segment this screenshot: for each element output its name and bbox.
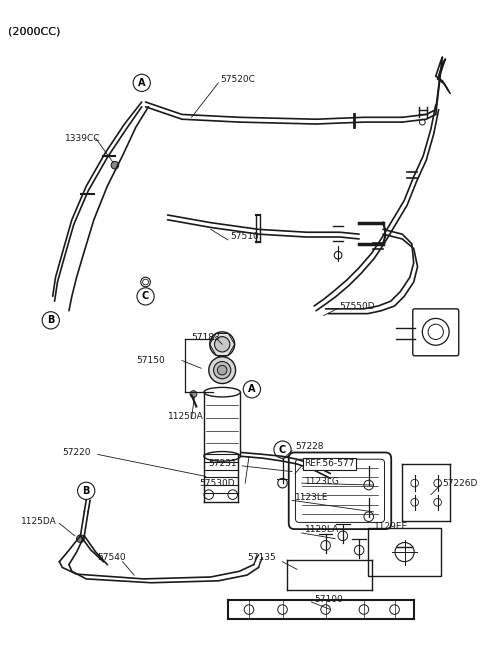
Text: 57530D: 57530D — [199, 479, 235, 487]
Text: 57228: 57228 — [295, 442, 324, 451]
Text: 57100: 57100 — [314, 596, 343, 604]
Text: 57510: 57510 — [230, 232, 259, 241]
Text: 1129LA: 1129LA — [304, 525, 339, 533]
Text: 57150: 57150 — [136, 356, 165, 365]
Circle shape — [210, 332, 235, 357]
Circle shape — [111, 161, 119, 169]
Circle shape — [215, 337, 230, 352]
Circle shape — [190, 391, 197, 398]
Text: 57183: 57183 — [192, 333, 220, 342]
Text: 57231: 57231 — [209, 459, 238, 468]
Text: B: B — [83, 486, 90, 496]
Text: 1339CC: 1339CC — [65, 134, 101, 143]
Circle shape — [77, 535, 84, 543]
Text: (2000CC): (2000CC) — [8, 26, 60, 36]
Text: 1123LE: 1123LE — [295, 493, 328, 502]
Text: A: A — [138, 78, 145, 88]
Text: 1125DA: 1125DA — [168, 411, 204, 420]
Text: A: A — [248, 384, 256, 394]
Text: B: B — [47, 316, 54, 325]
Text: 57135: 57135 — [247, 554, 276, 562]
Text: REF.56-577: REF.56-577 — [304, 459, 355, 468]
Circle shape — [214, 361, 231, 379]
Text: 1123LG: 1123LG — [304, 477, 339, 485]
Text: 57540: 57540 — [98, 554, 126, 562]
Text: 57550D: 57550D — [339, 302, 375, 312]
Circle shape — [209, 357, 236, 384]
Text: 57520C: 57520C — [220, 75, 255, 83]
Text: C: C — [142, 291, 149, 301]
Text: 57226D: 57226D — [443, 479, 478, 487]
Text: 1125DA: 1125DA — [21, 517, 57, 526]
Text: (2000CC): (2000CC) — [8, 26, 60, 36]
Text: C: C — [279, 445, 286, 455]
Text: 1129EE: 1129EE — [373, 522, 408, 531]
Text: 57220: 57220 — [62, 448, 91, 457]
Circle shape — [217, 365, 227, 375]
